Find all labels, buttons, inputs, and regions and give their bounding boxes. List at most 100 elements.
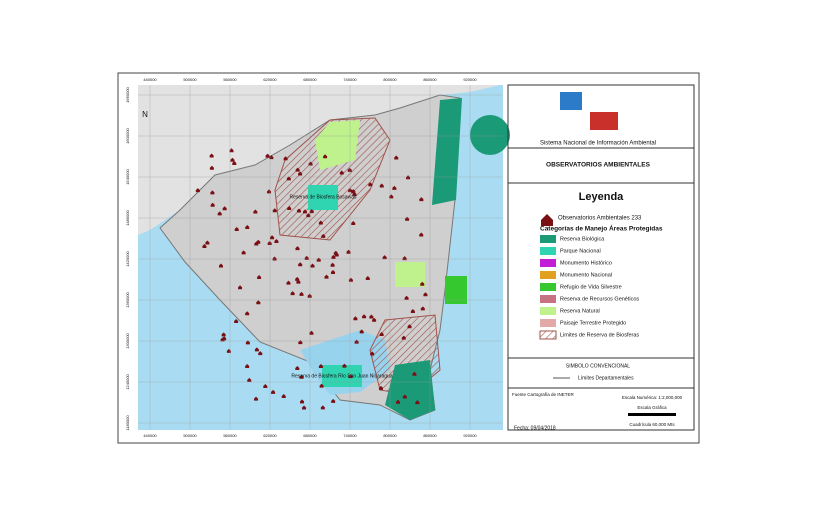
observatory (406, 175, 411, 180)
natural-reserve (395, 262, 425, 287)
x-coord: 740000 (343, 433, 357, 438)
observatory (348, 374, 353, 379)
observatory (234, 318, 239, 323)
observatory (238, 285, 243, 290)
observatory (321, 233, 326, 238)
observatory (272, 256, 277, 261)
observatory (256, 300, 261, 305)
observatory (210, 190, 215, 195)
observatory (298, 262, 303, 267)
observatory (308, 161, 313, 166)
observatory (401, 335, 406, 340)
bio-reserve (470, 115, 510, 155)
observatory (392, 185, 397, 190)
observatory (402, 394, 407, 399)
observatory (210, 202, 215, 207)
legend-label: Reserva Natural (560, 308, 600, 314)
observatory (342, 363, 347, 368)
x-coord: 920000 (463, 433, 477, 438)
observatory (407, 324, 412, 329)
observatory (423, 292, 428, 297)
refuge (445, 276, 467, 304)
x-coord: 800000 (383, 77, 397, 82)
categories-title: Categorías de Manejo Áreas Protegidas (540, 224, 663, 233)
symbol-title: SIMBOLO CONVENCIONAL (566, 363, 630, 369)
observatory (290, 291, 295, 296)
observatory (263, 383, 268, 388)
observatory (217, 211, 222, 216)
observatory (309, 330, 314, 335)
y-coord: 1360000 (125, 291, 130, 307)
legend-title: Leyenda (579, 191, 625, 203)
observatory (274, 239, 279, 244)
observatory (346, 249, 351, 254)
observatory (351, 221, 356, 226)
observatory (271, 389, 276, 394)
observatory (362, 314, 367, 319)
observatory (359, 329, 364, 334)
map-label: Reserva de Biosfera Río San Juan Nicarag… (291, 373, 392, 379)
x-coord: 440000 (143, 77, 157, 82)
legend-observatories: Observatorios Ambientales 233 (558, 216, 642, 222)
observatory (319, 383, 324, 388)
observatories (195, 148, 428, 410)
x-coord: 500000 (183, 77, 197, 82)
x-coord: 620000 (263, 77, 277, 82)
observatory (258, 351, 263, 356)
observatory (323, 154, 328, 159)
observatory (283, 156, 288, 161)
observatory (389, 194, 394, 199)
symbol-item: Límites Departamentales (578, 375, 634, 381)
observatory (405, 216, 410, 221)
observatory (415, 400, 420, 405)
y-coord: 1420000 (125, 250, 130, 266)
logo (560, 92, 582, 110)
scale-graphic: Escala Gráfica (637, 405, 667, 410)
legend-swatch (540, 307, 556, 315)
panel (507, 84, 695, 431)
observatory (330, 262, 335, 267)
map: Reserva de Biosfera Bosawas Reserva de B… (125, 77, 510, 438)
observatory (372, 317, 377, 322)
observatory (302, 209, 307, 214)
observatory (229, 148, 234, 153)
x-coord: 740000 (343, 77, 357, 82)
observatory (307, 293, 312, 298)
observatory (245, 340, 250, 345)
scale: Escala Numérica: 1:2,000,000 (622, 395, 683, 400)
y-coord: 1300000 (125, 332, 130, 348)
observatory (254, 347, 259, 352)
observatory (333, 250, 338, 255)
biosphere (274, 117, 391, 241)
observatory (353, 316, 358, 321)
observatory (379, 332, 384, 337)
observatory (318, 363, 323, 368)
observatory (420, 306, 425, 311)
observatory (324, 274, 329, 279)
observatory (316, 257, 321, 262)
observatory (410, 309, 415, 314)
observatory-icon (541, 214, 553, 226)
observatory (298, 171, 303, 176)
y-coord: 1660000 (125, 86, 130, 102)
x-coord: 800000 (383, 433, 397, 438)
observatory (299, 374, 304, 379)
north-arrow: N (142, 110, 148, 119)
y-coord: 1600000 (125, 127, 130, 143)
x-coord: 620000 (263, 433, 277, 438)
observatory (222, 336, 227, 341)
observatory (221, 332, 226, 337)
observatory (222, 206, 227, 211)
observatory (370, 351, 375, 356)
observatory (354, 339, 359, 344)
legend: Reserva Biológica Parque Nacional Monument… (539, 235, 639, 340)
x-coord: 560000 (223, 77, 237, 82)
observatory (265, 153, 270, 158)
observatory (394, 155, 399, 160)
observatory (299, 291, 304, 296)
x-coord: 680000 (303, 433, 317, 438)
x-coord: 680000 (303, 77, 317, 82)
observatory (257, 274, 262, 279)
observatory (420, 281, 425, 286)
observatory (205, 240, 210, 245)
